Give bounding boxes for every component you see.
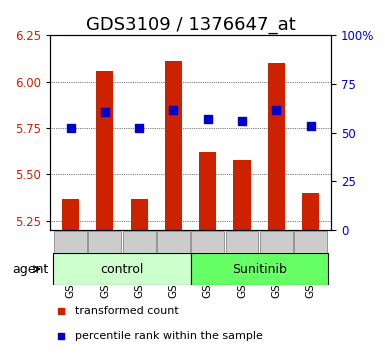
FancyBboxPatch shape [226, 230, 258, 253]
Bar [96, 71, 114, 230]
Bar [131, 199, 148, 230]
Point [239, 118, 245, 124]
Bar [302, 193, 319, 230]
FancyBboxPatch shape [191, 253, 328, 285]
FancyBboxPatch shape [157, 230, 190, 253]
FancyBboxPatch shape [54, 230, 87, 253]
Point [273, 108, 280, 113]
FancyBboxPatch shape [123, 230, 156, 253]
Text: transformed count: transformed count [75, 306, 179, 316]
Bar [233, 160, 251, 230]
Bar [62, 199, 79, 230]
FancyBboxPatch shape [89, 230, 121, 253]
FancyBboxPatch shape [260, 230, 293, 253]
Text: percentile rank within the sample: percentile rank within the sample [75, 331, 263, 341]
FancyBboxPatch shape [294, 230, 327, 253]
Text: Sunitinib: Sunitinib [232, 263, 286, 275]
Point [170, 108, 176, 113]
Point [136, 125, 142, 131]
Text: control: control [100, 263, 144, 275]
Point [290, 190, 296, 196]
Bar [199, 152, 216, 230]
Bar [268, 63, 285, 230]
Point [308, 124, 314, 129]
FancyBboxPatch shape [191, 230, 224, 253]
Bar [165, 61, 182, 230]
Point [102, 109, 108, 115]
Point [67, 125, 74, 131]
Text: agent: agent [12, 263, 49, 275]
Point [205, 116, 211, 122]
FancyBboxPatch shape [54, 253, 191, 285]
Title: GDS3109 / 1376647_at: GDS3109 / 1376647_at [86, 16, 295, 34]
